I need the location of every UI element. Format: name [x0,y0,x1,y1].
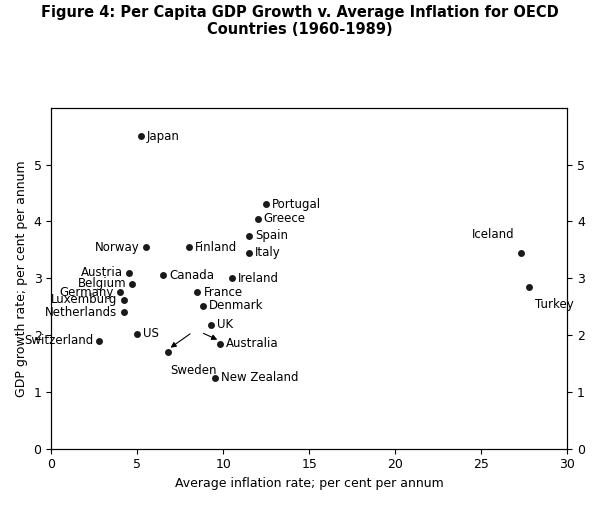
Text: Australia: Australia [226,337,278,350]
Point [210,374,220,382]
Text: Germany: Germany [59,286,114,299]
Text: Finland: Finland [195,240,237,254]
Point [215,339,224,347]
Point [524,283,534,291]
Point [193,288,202,296]
X-axis label: Average inflation rate; per cent per annum: Average inflation rate; per cent per ann… [175,477,443,490]
Point [136,132,146,140]
Point [206,321,216,329]
Text: Figure 4: Per Capita GDP Growth v. Average Inflation for OECD
Countries (1960-19: Figure 4: Per Capita GDP Growth v. Avera… [41,5,559,37]
Point [227,274,236,282]
Text: Denmark: Denmark [209,299,263,312]
Point [124,269,133,277]
Point [516,248,526,257]
Text: Spain: Spain [255,229,288,242]
Text: Iceland: Iceland [472,228,515,241]
Text: Turkey: Turkey [535,298,574,311]
Y-axis label: GDP growth rate; per cent per annum: GDP growth rate; per cent per annum [15,160,28,396]
Point [127,280,137,288]
Text: Sweden: Sweden [170,364,217,377]
Text: UK: UK [217,318,233,331]
Point [95,337,104,345]
Text: Japan: Japan [147,130,179,143]
Point [262,200,271,209]
Text: Portugal: Portugal [272,198,322,211]
Point [163,348,173,356]
Point [133,330,142,338]
Point [119,309,128,317]
Point [198,301,208,310]
Text: US: US [143,327,159,340]
Text: Austria: Austria [80,266,122,279]
Text: Greece: Greece [263,212,305,225]
Text: Italy: Italy [255,246,281,259]
Text: Norway: Norway [95,240,140,254]
Text: New Zealand: New Zealand [221,371,298,384]
Point [244,248,254,257]
Point [115,288,125,296]
Text: Luxemburg: Luxemburg [51,293,118,307]
Point [119,296,128,304]
Point [253,215,262,223]
Point [184,243,194,251]
Text: Ireland: Ireland [238,272,279,285]
Point [141,243,151,251]
Point [158,271,168,279]
Point [244,232,254,240]
Text: Switzerland: Switzerland [24,334,94,347]
Text: Netherlands: Netherlands [45,306,118,319]
Text: Belgium: Belgium [77,277,126,290]
Text: France: France [203,286,242,299]
Text: Canada: Canada [169,269,214,282]
